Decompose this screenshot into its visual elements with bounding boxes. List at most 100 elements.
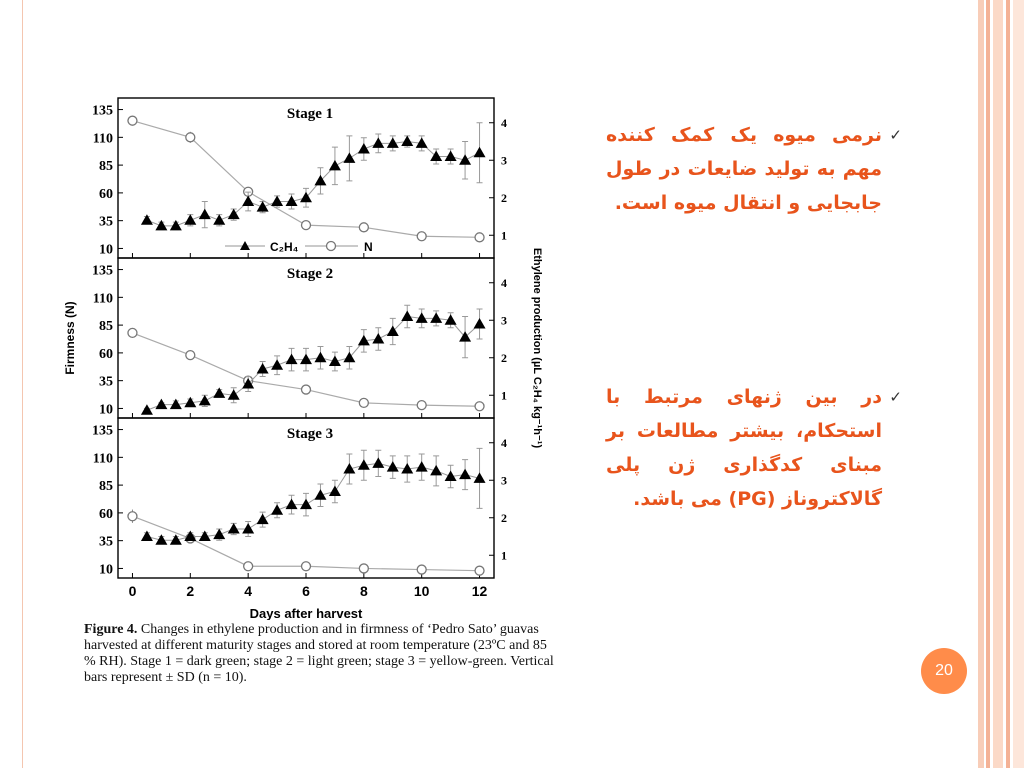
y-right-tick-label: 4 — [501, 276, 507, 290]
y-left-tick-label: 35 — [99, 375, 113, 390]
panel-title: Stage 2 — [287, 266, 333, 282]
y-right-tick-label: 4 — [501, 436, 507, 450]
ethylene-point — [314, 174, 327, 186]
firmness-point — [300, 219, 312, 231]
y-right-axis-label: Ethylene production (µL C₂H₄ kg⁻¹h⁻¹) — [531, 248, 543, 449]
ethylene-point — [300, 191, 312, 203]
ethylene-point — [184, 214, 197, 225]
y-left-tick-label: 10 — [99, 402, 113, 417]
firmness-point — [185, 349, 196, 361]
y-left-axis-label: Firmness (N) — [63, 301, 77, 374]
ethylene-line — [146, 462, 480, 541]
y-left-tick-label: 60 — [99, 507, 113, 522]
firmness-point — [243, 561, 254, 572]
y-left-tick-label: 110 — [93, 131, 113, 146]
decorative-stripe — [978, 0, 984, 768]
y-right-tick-label: 4 — [501, 116, 507, 130]
caption-lead: Figure 4. — [84, 622, 138, 637]
ethylene-point — [372, 137, 385, 148]
ethylene-line — [146, 315, 480, 411]
x-tick-label: 6 — [302, 583, 310, 599]
firmness-point — [127, 115, 138, 126]
firmness-point — [474, 565, 485, 576]
firmness-point — [474, 232, 485, 243]
ethylene-point — [169, 219, 182, 231]
ethylene-point — [415, 137, 428, 148]
firmness-point — [416, 564, 427, 575]
ethylene-point — [343, 463, 356, 474]
ethylene-point — [372, 333, 385, 344]
y-left-tick-label: 85 — [99, 319, 113, 334]
ethylene-point — [285, 353, 298, 365]
y-left-tick-label: 110 — [93, 451, 113, 466]
firmness-point — [300, 384, 312, 395]
ethylene-point — [198, 394, 211, 406]
legend-ethylene-marker — [240, 241, 250, 250]
ethylene-point — [227, 208, 240, 220]
ethylene-point — [328, 355, 341, 366]
firmness-point — [127, 327, 138, 339]
ethylene-point — [271, 504, 284, 515]
ethylene-point — [242, 523, 255, 534]
firmness-point — [416, 231, 427, 242]
ethylene-point — [184, 530, 197, 541]
ethylene-point — [357, 334, 370, 346]
panel-title: Stage 1 — [287, 106, 333, 122]
ethylene-point — [155, 398, 168, 410]
bullet-1-text: نرمی میوه یک کمک کننده مهم به تولید ضایع… — [606, 124, 882, 214]
ethylene-point — [285, 498, 298, 510]
x-tick-label: 10 — [414, 583, 430, 599]
ethylene-point — [256, 513, 269, 525]
ethylene-point — [473, 472, 486, 483]
y-left-tick-label: 60 — [99, 187, 113, 202]
ethylene-point — [256, 363, 269, 374]
ethylene-point — [213, 214, 226, 225]
ethylene-point — [314, 351, 327, 363]
decorative-stripe — [1013, 0, 1024, 768]
page-number-badge: 20 — [921, 648, 967, 694]
ethylene-point — [140, 404, 153, 415]
ethylene-point — [357, 143, 370, 154]
y-right-tick-label: 2 — [501, 351, 507, 365]
firmness-point — [185, 132, 196, 143]
x-tick-label: 4 — [244, 583, 252, 599]
y-left-tick-label: 60 — [99, 347, 113, 362]
ethylene-point — [213, 528, 226, 540]
ethylene-point — [343, 152, 356, 163]
y-right-tick-label: 2 — [501, 511, 507, 525]
ethylene-point — [198, 208, 211, 220]
y-right-tick-label: 3 — [501, 473, 507, 487]
y-left-tick-label: 135 — [92, 424, 113, 439]
ethylene-point — [430, 150, 443, 161]
y-left-tick-label: 135 — [92, 264, 113, 279]
ethylene-point — [430, 312, 443, 323]
y-right-tick-label: 1 — [501, 388, 507, 402]
ethylene-point — [256, 201, 269, 212]
x-axis-label: Days after harvest — [250, 606, 363, 620]
ethylene-point — [357, 459, 370, 470]
ethylene-point — [386, 325, 399, 336]
ethylene-point — [169, 534, 182, 545]
ethylene-point — [415, 461, 428, 472]
firmness-point — [416, 399, 427, 411]
ethylene-point — [444, 470, 457, 481]
firmness-point — [300, 561, 312, 572]
ethylene-point — [300, 498, 312, 510]
ethylene-point — [430, 464, 443, 476]
ethylene-point — [372, 457, 385, 468]
ethylene-point — [140, 214, 153, 225]
y-left-tick-label: 85 — [99, 159, 113, 174]
ethylene-point — [328, 159, 341, 171]
ethylene-point — [459, 331, 472, 342]
legend: C₂H₄ N — [225, 240, 373, 254]
check-icon: ✓ — [889, 388, 902, 406]
firmness-point — [474, 401, 485, 412]
ethylene-point — [155, 219, 168, 231]
ethylene-point — [415, 312, 428, 323]
ethylene-point — [328, 485, 341, 496]
ethylene-point — [140, 530, 153, 541]
ethylene-point — [271, 359, 284, 370]
chart-panel-1: 10 35 60 85 110 135 1 2 3 4 Stage 1 C₂H₄ N — [92, 97, 507, 259]
figure-caption: Figure 4. Changes in ethylene production… — [84, 622, 554, 686]
